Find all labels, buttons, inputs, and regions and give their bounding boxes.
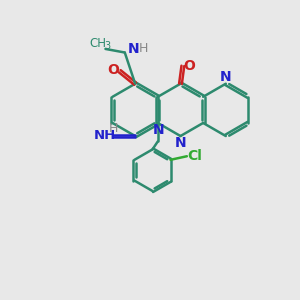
Text: NH: NH xyxy=(93,129,116,142)
Text: N: N xyxy=(175,136,186,150)
Text: Cl: Cl xyxy=(187,149,202,163)
Text: H: H xyxy=(109,122,119,135)
Text: O: O xyxy=(184,59,195,73)
Text: O: O xyxy=(107,63,119,77)
Text: N: N xyxy=(220,70,232,84)
Text: 3: 3 xyxy=(105,41,111,51)
Text: CH: CH xyxy=(89,37,106,50)
Text: N: N xyxy=(127,42,139,56)
Text: N: N xyxy=(153,123,164,137)
Text: H: H xyxy=(139,42,148,56)
